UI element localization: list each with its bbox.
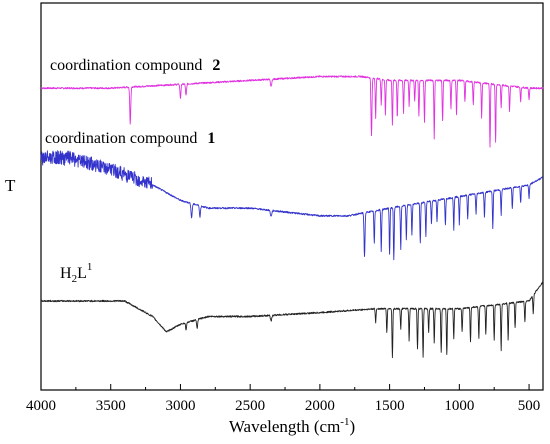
x-axis-ticks: 4000 3500 3000 2500 2000 1500 1000 500 (26, 384, 540, 414)
x-tick-label-2000: 2000 (305, 398, 335, 414)
x-tick-label-3500: 3500 (96, 398, 126, 414)
spectrum-line-series-1 (40, 150, 544, 261)
plot-area (40, 2, 544, 391)
plot-frame (40, 2, 544, 391)
x-tick-label-3000: 3000 (165, 398, 195, 414)
spectrum-line-series-0 (40, 75, 544, 148)
x-tick-label-500: 500 (518, 398, 541, 414)
x-tick-label-2500: 2500 (235, 398, 265, 414)
series-label-compound-2: coordination compound 2 (50, 57, 220, 74)
series-label-h2l1: H2L1 (60, 261, 92, 285)
series-labels: coordination compound 2 coordination com… (45, 57, 220, 285)
x-tick-label-4000: 4000 (26, 398, 56, 414)
x-axis-label: Wavelength (cm-1) (229, 416, 355, 436)
series-label-compound-1: coordination compound 1 (45, 130, 215, 147)
x-tick-label-1500: 1500 (375, 398, 405, 414)
spectra-lines (40, 75, 544, 359)
y-axis-label: T (5, 176, 16, 195)
x-tick-label-1000: 1000 (444, 398, 474, 414)
spectrum-line-series-2 (40, 280, 544, 359)
